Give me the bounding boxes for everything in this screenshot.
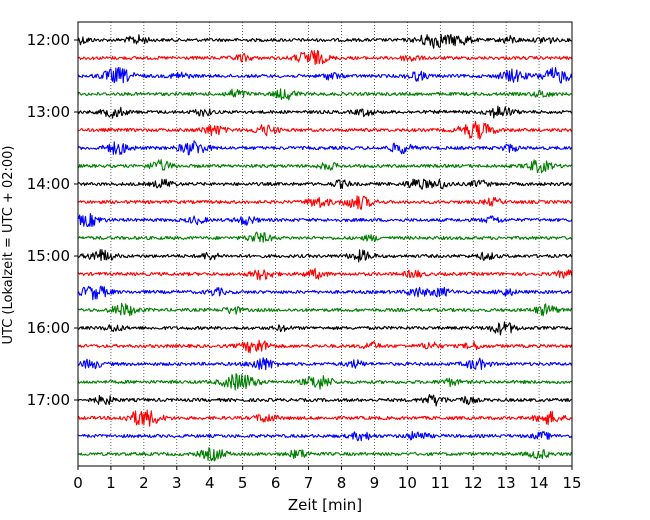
x-tick-label: 3	[172, 474, 182, 492]
x-tick-label: 5	[238, 474, 248, 492]
x-tick-label: 14	[530, 474, 549, 492]
y-tick-label: 17:00	[27, 391, 70, 409]
y-tick-label: 13:00	[27, 103, 70, 121]
x-tick-label: 2	[139, 474, 149, 492]
x-axis-title: Zeit [min]	[288, 496, 362, 514]
y-axis: 12:00 13:00 14:00 15:00 16:00 17:00	[27, 31, 78, 409]
seismic-trace	[77, 447, 573, 462]
grid-lines	[110, 22, 540, 466]
seismic-trace	[77, 267, 573, 281]
seismic-trace	[77, 285, 573, 301]
x-tick-label: 1	[106, 474, 116, 492]
x-tick-label: 10	[398, 474, 417, 492]
x-tick-label: 9	[370, 474, 380, 492]
x-tick-label: 13	[497, 474, 516, 492]
x-tick-label: 0	[73, 474, 83, 492]
seismic-trace	[77, 409, 573, 427]
seismic-trace	[77, 249, 573, 263]
x-tick-label: 8	[337, 474, 347, 492]
plot-border	[77, 21, 573, 467]
seismic-trace	[77, 88, 573, 101]
seismic-trace	[77, 33, 573, 49]
x-tick-label: 6	[271, 474, 281, 492]
seismic-trace	[77, 159, 573, 174]
x-axis: 0 1 2 3 4 5 6 7 8 9 10 11 12 13 14 15	[73, 466, 582, 492]
y-tick-label: 15:00	[27, 247, 70, 265]
seismic-trace	[77, 120, 573, 140]
x-tick-label: 11	[431, 474, 450, 492]
y-tick-label: 16:00	[27, 319, 70, 337]
y-tick-label: 12:00	[27, 31, 70, 49]
seismic-trace	[77, 394, 573, 407]
y-tick-label: 14:00	[27, 175, 70, 193]
trace-group	[77, 33, 573, 462]
seismic-trace	[77, 430, 573, 442]
seismic-trace	[77, 195, 573, 210]
seismic-trace	[77, 66, 573, 84]
seismic-trace	[77, 140, 573, 156]
seismic-trace	[77, 321, 573, 336]
seismic-trace	[77, 373, 573, 391]
x-tick-label: 4	[205, 474, 215, 492]
seismic-trace	[77, 231, 573, 243]
seismic-trace	[77, 302, 573, 317]
seismic-trace	[77, 357, 573, 371]
seismic-trace	[77, 105, 573, 119]
seismic-trace	[77, 178, 573, 190]
seismic-trace	[77, 212, 573, 228]
x-tick-label: 7	[304, 474, 314, 492]
seismic-trace	[77, 49, 573, 65]
x-tick-label: 15	[562, 474, 581, 492]
x-tick-label: 12	[464, 474, 483, 492]
y-axis-title: UTC (Lokalzeit = UTC + 02:00)	[1, 146, 16, 345]
seismic-trace	[77, 339, 573, 354]
